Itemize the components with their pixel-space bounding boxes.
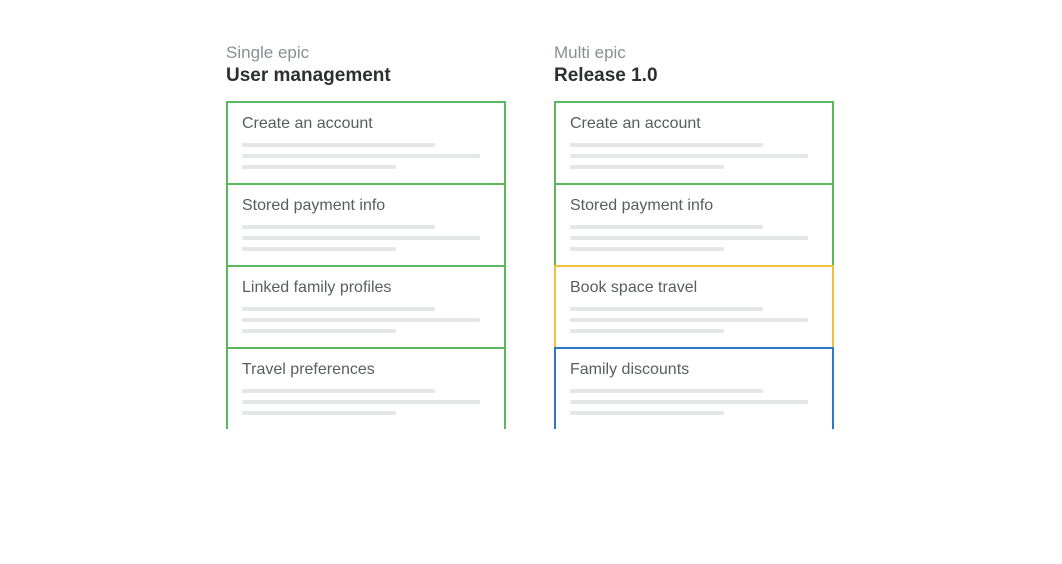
card: Linked family profiles [226, 265, 506, 349]
column-title: Release 1.0 [554, 64, 834, 89]
column-header: Single epic User management [226, 42, 506, 89]
diagram-container: Single epic User management Create an ac… [0, 0, 1062, 429]
column-title: User management [226, 64, 506, 89]
card: Stored payment info [226, 183, 506, 267]
card: Book space travel [554, 265, 834, 349]
column-label: Multi epic [554, 42, 834, 64]
card: Create an account [226, 101, 506, 185]
column-header: Multi epic Release 1.0 [554, 42, 834, 89]
card-title: Create an account [570, 115, 818, 133]
card-title: Stored payment info [242, 197, 490, 215]
column-multi-epic: Multi epic Release 1.0 Create an account… [554, 42, 834, 429]
card-title: Create an account [242, 115, 490, 133]
placeholder-lines [242, 307, 490, 333]
card-title: Linked family profiles [242, 279, 490, 297]
placeholder-lines [242, 143, 490, 169]
card-title: Book space travel [570, 279, 818, 297]
placeholder-lines [242, 389, 490, 415]
card-title: Stored payment info [570, 197, 818, 215]
card: Stored payment info [554, 183, 834, 267]
placeholder-lines [570, 143, 818, 169]
placeholder-lines [242, 225, 490, 251]
placeholder-lines [570, 389, 818, 415]
column-single-epic: Single epic User management Create an ac… [226, 42, 506, 429]
placeholder-lines [570, 307, 818, 333]
card-title: Family discounts [570, 361, 818, 379]
card: Travel preferences [226, 347, 506, 429]
card: Family discounts [554, 347, 834, 429]
column-label: Single epic [226, 42, 506, 64]
card: Create an account [554, 101, 834, 185]
placeholder-lines [570, 225, 818, 251]
card-title: Travel preferences [242, 361, 490, 379]
